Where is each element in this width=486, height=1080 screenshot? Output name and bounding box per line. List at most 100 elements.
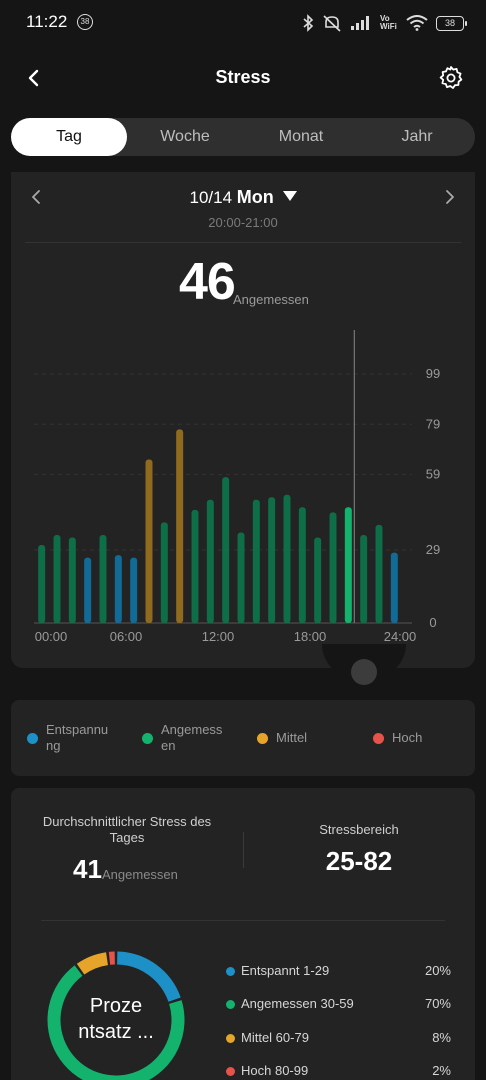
divider bbox=[243, 832, 244, 868]
y-tick-label: 79 bbox=[426, 416, 440, 431]
donut-segment bbox=[47, 965, 185, 1080]
stress-bar[interactable] bbox=[53, 534, 61, 623]
date-value: 10/14 bbox=[189, 188, 233, 207]
x-tick-label: 00:00 bbox=[35, 629, 68, 644]
tab-monat[interactable]: Monat bbox=[278, 128, 324, 145]
divider bbox=[41, 920, 445, 921]
avg-stress-label: Durchschnittlicher Stress des Tages bbox=[42, 814, 212, 845]
stress-bar[interactable] bbox=[68, 537, 76, 623]
stress-bar[interactable] bbox=[114, 555, 122, 623]
distribution-label: Angemessen 30-59 bbox=[241, 996, 354, 1011]
distribution-dot bbox=[226, 1034, 235, 1043]
donut-segment bbox=[116, 951, 181, 1003]
stress-bar[interactable] bbox=[360, 534, 368, 623]
stress-bar[interactable] bbox=[268, 497, 276, 623]
legend-label: Hoch bbox=[392, 730, 423, 745]
y-tick-label: 0 bbox=[429, 615, 436, 630]
current-stress-label: Angemessen bbox=[233, 292, 309, 307]
legend-card: Entspannu ng Angemess en Mittel Hoch bbox=[11, 700, 475, 776]
y-tick-label: 99 bbox=[426, 366, 440, 381]
status-icons: Vo WiFi 38 bbox=[302, 12, 467, 34]
legend-item-medium: Mittel bbox=[257, 730, 307, 746]
distribution-label: Mittel 60-79 bbox=[241, 1030, 309, 1045]
vowifi-label: Vo WiFi bbox=[380, 14, 397, 31]
stress-bar[interactable] bbox=[314, 537, 322, 623]
signal-icon bbox=[351, 16, 369, 30]
avg-stress-value: 41 bbox=[73, 854, 102, 884]
date-day: Mon bbox=[236, 187, 274, 207]
stress-bar[interactable] bbox=[99, 534, 107, 623]
battery-icon: 38 bbox=[436, 15, 467, 31]
stress-bar[interactable] bbox=[206, 499, 214, 623]
next-day-button[interactable] bbox=[439, 186, 461, 208]
date-picker[interactable]: 10/14 Mon bbox=[11, 187, 475, 208]
stress-day-card: 10/14 Mon 20:00-21:00 46 Angemessen 0 29 5… bbox=[11, 172, 475, 668]
divider bbox=[25, 242, 461, 243]
distribution-label: Entspannt 1-29 bbox=[241, 963, 330, 978]
avg-stress-unit: Angemessen bbox=[102, 867, 178, 882]
legend-label: Angemess en bbox=[161, 722, 223, 753]
dropdown-caret-icon bbox=[282, 191, 297, 201]
stress-bar[interactable] bbox=[130, 557, 138, 623]
stress-bar[interactable] bbox=[145, 459, 153, 623]
stress-bar[interactable] bbox=[252, 499, 260, 623]
distribution-dot bbox=[226, 1067, 235, 1076]
stress-bar[interactable] bbox=[176, 429, 184, 623]
stress-range-value: 25-82 bbox=[325, 846, 393, 876]
x-tick-label: 18:00 bbox=[294, 629, 327, 644]
stress-bar[interactable] bbox=[344, 507, 352, 623]
stress-bar[interactable] bbox=[160, 522, 168, 623]
legend-dot bbox=[27, 733, 38, 744]
bluetooth-icon bbox=[303, 14, 314, 32]
stress-bar[interactable] bbox=[38, 545, 46, 623]
y-tick-label: 29 bbox=[426, 542, 440, 557]
legend-label: Mittel bbox=[276, 730, 308, 745]
legend-dot bbox=[257, 733, 268, 744]
previous-day-button[interactable] bbox=[25, 186, 47, 208]
tab-jahr[interactable]: Jahr bbox=[401, 128, 433, 145]
distribution-donut-chart bbox=[47, 951, 185, 1080]
donut-center-label: Proze ntsatz ... bbox=[78, 995, 154, 1043]
selected-time-range: 20:00-21:00 bbox=[208, 215, 278, 230]
legend-item-normal: Angemess en bbox=[142, 722, 242, 754]
stress-bar[interactable] bbox=[298, 507, 306, 623]
stress-bar[interactable] bbox=[84, 557, 92, 623]
distribution-row-normal: Angemessen 30-59 70% bbox=[226, 996, 451, 1014]
distribution-label: Hoch 80-99 bbox=[241, 1063, 309, 1078]
legend-dot bbox=[142, 733, 153, 744]
distribution-dot bbox=[226, 967, 235, 976]
period-tabs: Tag Woche Monat Jahr bbox=[11, 118, 475, 156]
back-button[interactable] bbox=[20, 64, 48, 92]
legend-label: Entspannu ng bbox=[46, 722, 109, 753]
distribution-row-medium: Mittel 60-79 8% bbox=[226, 1030, 451, 1048]
stress-bar[interactable] bbox=[222, 477, 230, 623]
x-tick-label: 12:00 bbox=[202, 629, 235, 644]
expand-handle[interactable] bbox=[351, 659, 377, 685]
donut-segment bbox=[76, 952, 109, 975]
wifi-icon bbox=[406, 15, 428, 31]
stress-bar[interactable] bbox=[283, 494, 291, 623]
stress-range-label: Stressbereich bbox=[319, 822, 399, 837]
tab-tag[interactable]: Tag bbox=[11, 118, 127, 156]
settings-gear-icon[interactable] bbox=[438, 65, 464, 91]
stress-bar[interactable] bbox=[375, 524, 383, 623]
tab-woche[interactable]: Woche bbox=[160, 128, 210, 145]
header: Stress bbox=[0, 56, 486, 100]
stress-bar[interactable] bbox=[191, 509, 199, 623]
page-title: Stress bbox=[215, 67, 271, 87]
status-bar: 11:22 38 Vo WiFi 38 bbox=[0, 0, 486, 46]
mute-icon bbox=[323, 15, 341, 32]
notification-badge: 38 bbox=[77, 14, 93, 30]
stress-bar[interactable] bbox=[237, 532, 245, 623]
stress-bar[interactable] bbox=[329, 512, 337, 623]
stress-bar-chart[interactable]: 0 29 59 79 99 00:00 06:00 12:00 18:00 24:00 bbox=[11, 322, 475, 652]
legend-item-relaxed: Entspannu ng bbox=[27, 722, 127, 754]
distribution-percent: 70% bbox=[424, 996, 451, 1011]
legend-dot bbox=[373, 733, 384, 744]
status-time: 11:22 bbox=[26, 12, 68, 31]
y-tick-label: 59 bbox=[426, 467, 440, 482]
legend-item-high: Hoch bbox=[373, 730, 422, 746]
stress-bar[interactable] bbox=[390, 552, 398, 623]
x-tick-label: 24:00 bbox=[384, 629, 417, 644]
distribution-percent: 20% bbox=[424, 963, 451, 978]
